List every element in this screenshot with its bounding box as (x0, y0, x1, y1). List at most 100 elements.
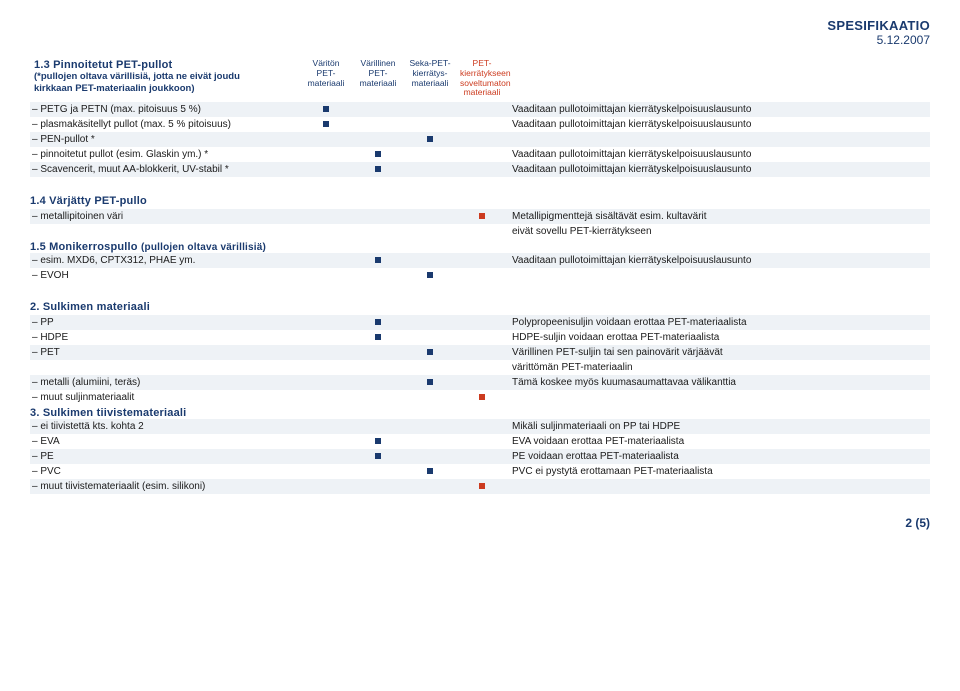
table-row: – Scavencerit, muut AA-blokkerit, UV-sta… (30, 162, 930, 177)
row-note: Polypropeenisuljin voidaan erottaa PET-m… (508, 315, 930, 330)
row-note (508, 132, 930, 147)
marker-cell (456, 268, 508, 283)
row-note: Vaaditaan pullotoimittajan kierrätyskelp… (508, 147, 930, 162)
marker-cell (352, 117, 404, 132)
page-number: 2 (5) (30, 516, 930, 530)
marker-cell (300, 147, 352, 162)
blue-marker-icon (375, 438, 381, 444)
marker-cell (404, 132, 456, 147)
table-section-2: – PPPolypropeenisuljin voidaan erottaa P… (30, 315, 930, 405)
marker-cell (404, 102, 456, 117)
blue-marker-icon (323, 106, 329, 112)
row-label: – HDPE (30, 330, 300, 345)
table-row: eivät sovellu PET-kierrätykseen (30, 224, 930, 239)
marker-cell (352, 464, 404, 479)
table-row: – PETG ja PETN (max. pitoisuus 5 %) Vaadi… (30, 102, 930, 117)
marker-cell (352, 224, 404, 239)
row-label (30, 224, 300, 239)
marker-cell (404, 419, 456, 434)
row-note: Metallipigmenttejä sisältävät esim. kult… (508, 209, 930, 224)
row-note: eivät sovellu PET-kierrätykseen (508, 224, 930, 239)
section-1-3-desc1: (*pullojen oltava värillisiä, jotta ne e… (34, 71, 296, 83)
table-row: – PEN-pullot * (30, 132, 930, 147)
marker-cell (456, 132, 508, 147)
table-row: – PETVärillinen PET-suljin tai sen paino… (30, 345, 930, 360)
row-note: Vaaditaan pullotoimittajan kierrätyskelp… (508, 253, 930, 268)
marker-cell (456, 345, 508, 360)
blue-marker-icon (375, 334, 381, 340)
marker-cell (300, 315, 352, 330)
marker-cell (300, 345, 352, 360)
marker-cell (404, 390, 456, 405)
marker-cell (456, 147, 508, 162)
col-header-2: Värillinen PET- materiaali (352, 57, 404, 102)
marker-cell (456, 434, 508, 449)
marker-cell (404, 464, 456, 479)
row-note: HDPE-suljin voidaan erottaa PET-materiaa… (508, 330, 930, 345)
table-row: – PPPolypropeenisuljin voidaan erottaa P… (30, 315, 930, 330)
row-note: värittömän PET-materiaalin (508, 360, 930, 375)
row-note: Mikäli suljinmateriaali on PP tai HDPE (508, 419, 930, 434)
section-1-5-title-line: 1.5 Monikerrospullo (pullojen oltava vär… (30, 241, 930, 253)
marker-cell (300, 117, 352, 132)
row-note: EVA voidaan erottaa PET-materiaalista (508, 434, 930, 449)
marker-cell (456, 117, 508, 132)
marker-cell (404, 479, 456, 494)
marker-cell (352, 162, 404, 177)
marker-cell (404, 147, 456, 162)
marker-cell (404, 434, 456, 449)
section-3-title: 3. Sulkimen tiivistemateriaali (30, 407, 930, 419)
row-note (508, 479, 930, 494)
marker-cell (456, 224, 508, 239)
table-section-3: – ei tiivistettä kts. kohta 2Mikäli sulj… (30, 419, 930, 494)
marker-cell (456, 375, 508, 390)
marker-cell (300, 224, 352, 239)
blue-marker-icon (375, 319, 381, 325)
table-row: – pinnoitetut pullot (esim. Glaskin ym.)… (30, 147, 930, 162)
marker-cell (352, 147, 404, 162)
blue-marker-icon (375, 151, 381, 157)
row-note (508, 390, 930, 405)
table-row: – HDPE HDPE-suljin voidaan erottaa PET-ma… (30, 330, 930, 345)
blue-marker-icon (427, 272, 433, 278)
table-row: – metalli (alumiini, teräs)Tämä koskee m… (30, 375, 930, 390)
marker-cell (300, 419, 352, 434)
marker-cell (300, 360, 352, 375)
marker-cell (300, 434, 352, 449)
table-section-1-4: – metallipitoinen väriMetallipigmenttejä… (30, 209, 930, 239)
blue-marker-icon (427, 468, 433, 474)
col-header-3: Seka-PET- kierrätys- materiaali (404, 57, 456, 102)
table-row: – EVOH (30, 268, 930, 283)
blue-marker-icon (427, 349, 433, 355)
table-row: – EVAEVA voidaan erottaa PET-materiaalis… (30, 434, 930, 449)
row-label: – EVOH (30, 268, 300, 283)
row-note (508, 268, 930, 283)
red-marker-icon (479, 394, 485, 400)
marker-cell (456, 253, 508, 268)
row-label: – PETG ja PETN (max. pitoisuus 5 %) (30, 102, 300, 117)
marker-cell (456, 390, 508, 405)
row-label (30, 360, 300, 375)
row-label: – metalli (alumiini, teräs) (30, 375, 300, 390)
section-1-4-title: 1.4 Värjätty PET-pullo (30, 195, 930, 207)
marker-cell (404, 345, 456, 360)
marker-cell (456, 330, 508, 345)
marker-cell (404, 330, 456, 345)
marker-cell (456, 162, 508, 177)
marker-cell (300, 390, 352, 405)
marker-cell (352, 102, 404, 117)
marker-cell (404, 117, 456, 132)
marker-cell (456, 209, 508, 224)
marker-cell (404, 360, 456, 375)
row-note: Vaaditaan pullotoimittajan kierrätyskelp… (508, 162, 930, 177)
marker-cell (404, 253, 456, 268)
row-note: Vaaditaan pullotoimittajan kierrätyskelp… (508, 102, 930, 117)
table-row: – muut suljinmateriaalit (30, 390, 930, 405)
marker-cell (352, 449, 404, 464)
blue-marker-icon (375, 453, 381, 459)
table-row: – muut tiivistemateriaalit (esim. siliko… (30, 479, 930, 494)
section-1-3-desc2: kirkkaan PET-materiaalin joukkoon) (34, 83, 296, 95)
blue-marker-icon (427, 379, 433, 385)
marker-cell (300, 162, 352, 177)
marker-cell (404, 162, 456, 177)
